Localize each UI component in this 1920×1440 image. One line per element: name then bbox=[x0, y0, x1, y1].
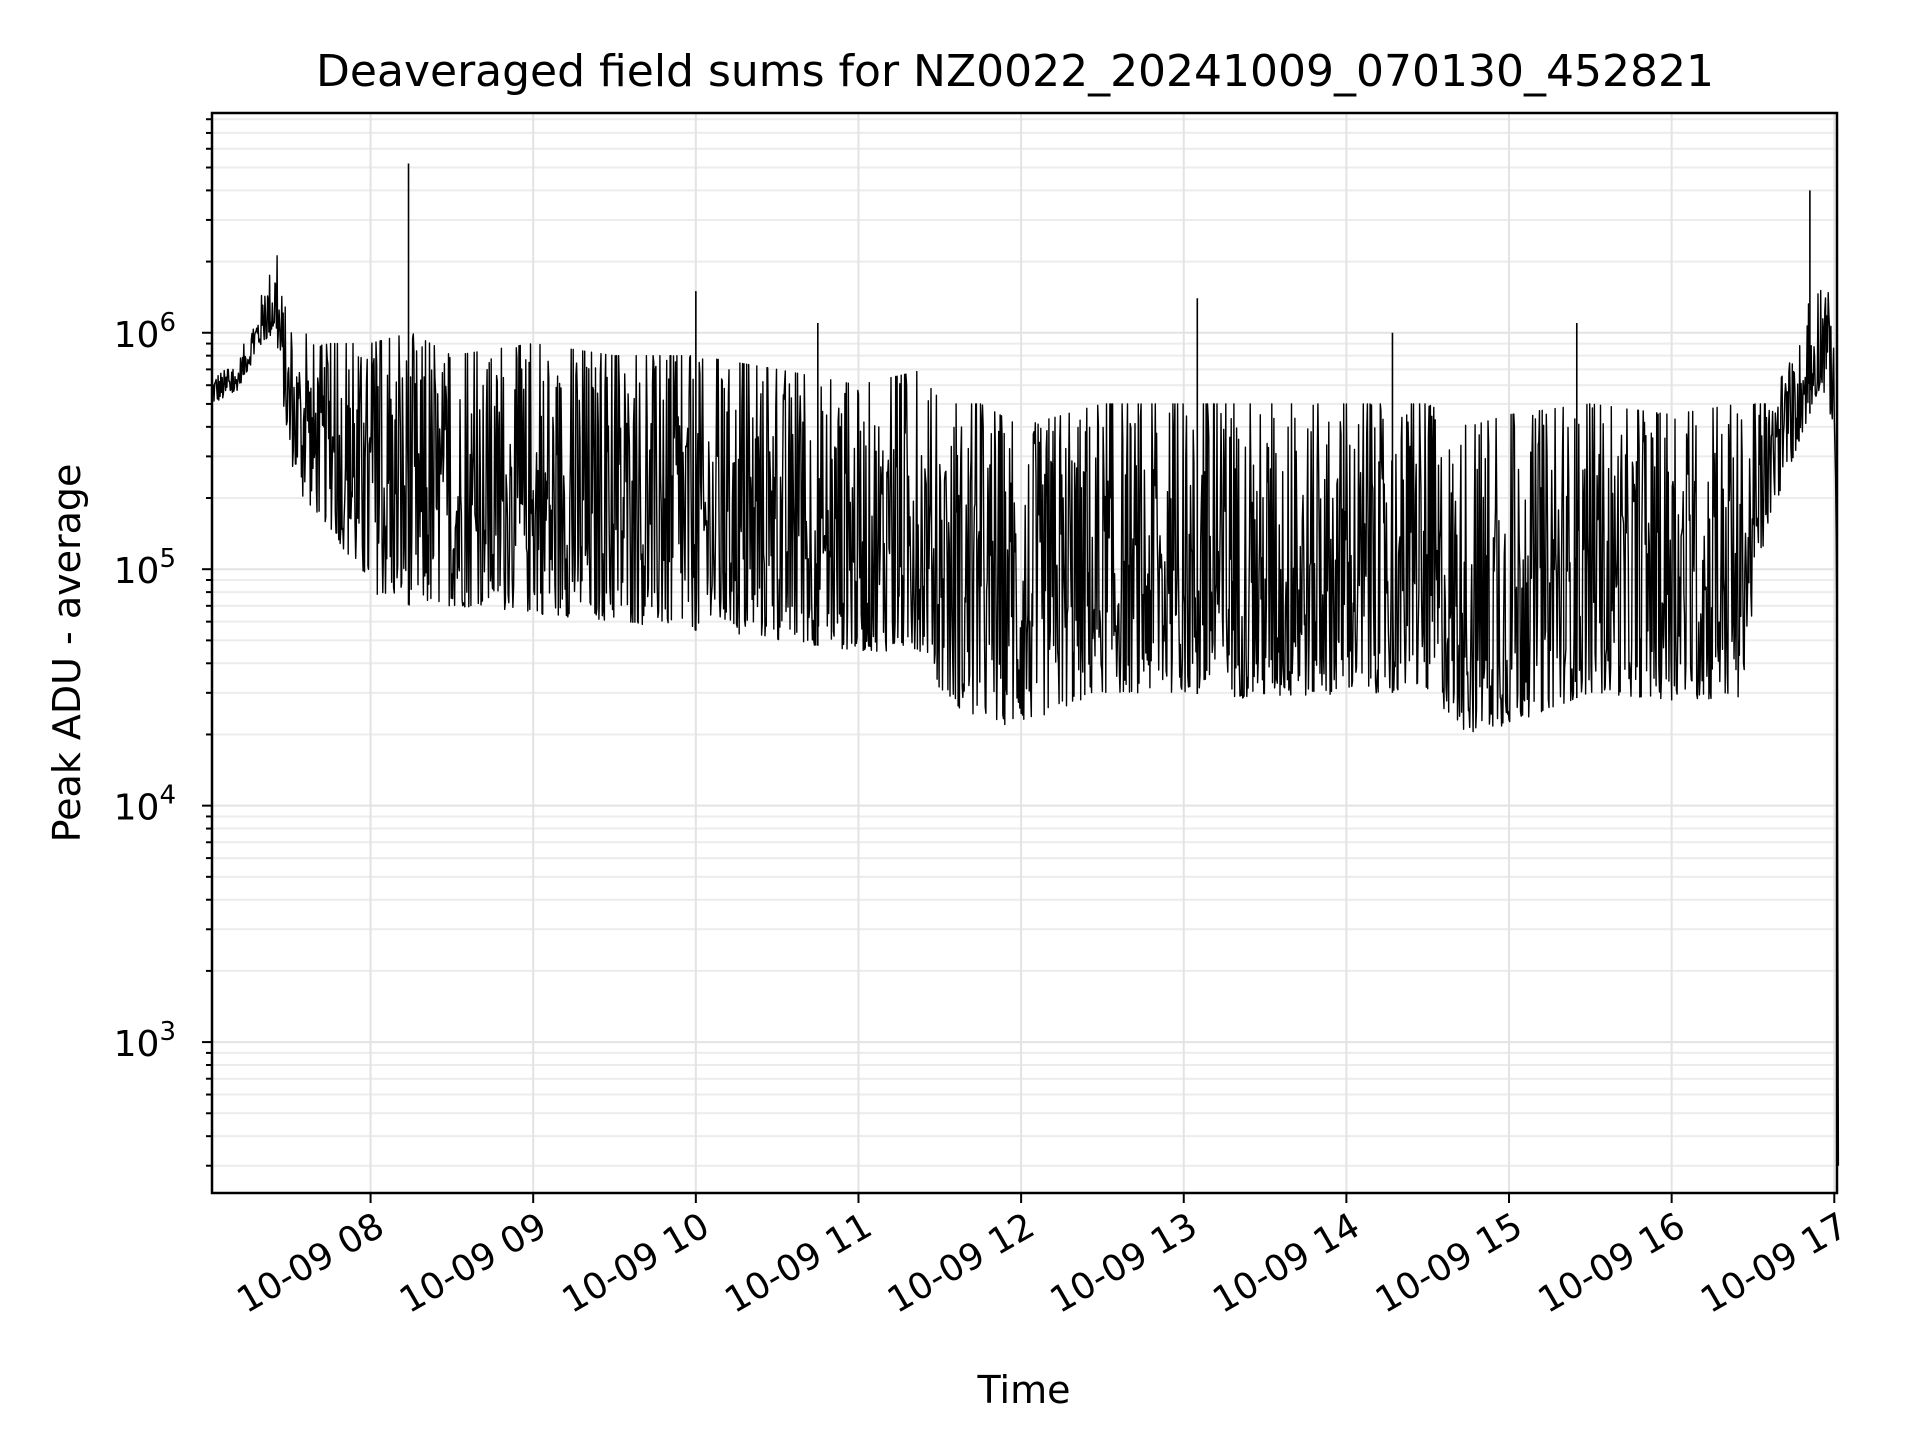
plot-frame bbox=[210, 111, 1839, 1195]
y-tick-base: 10 bbox=[114, 315, 160, 356]
y-tick-exponent: 5 bbox=[159, 544, 176, 574]
chart-title: Deaveraged field sums for NZ0022_2024100… bbox=[316, 46, 1714, 97]
series-line bbox=[211, 255, 1840, 1166]
y-tick-exponent: 6 bbox=[159, 308, 176, 338]
y-axis-label: Peak ADU - average bbox=[45, 464, 89, 843]
y-tick-base: 10 bbox=[114, 1024, 160, 1065]
y-tick-base: 10 bbox=[114, 551, 160, 592]
y-tick-label: 105 bbox=[114, 544, 176, 592]
y-tick-label: 106 bbox=[114, 308, 176, 356]
y-tick-base: 10 bbox=[114, 788, 160, 829]
x-axis-label: Time bbox=[977, 1368, 1071, 1412]
y-tick-label: 104 bbox=[114, 781, 176, 829]
y-tick-exponent: 3 bbox=[159, 1017, 176, 1047]
y-tick-label: 103 bbox=[114, 1017, 176, 1065]
data-layer bbox=[211, 163, 1840, 1166]
y-tick-exponent: 4 bbox=[159, 781, 176, 811]
